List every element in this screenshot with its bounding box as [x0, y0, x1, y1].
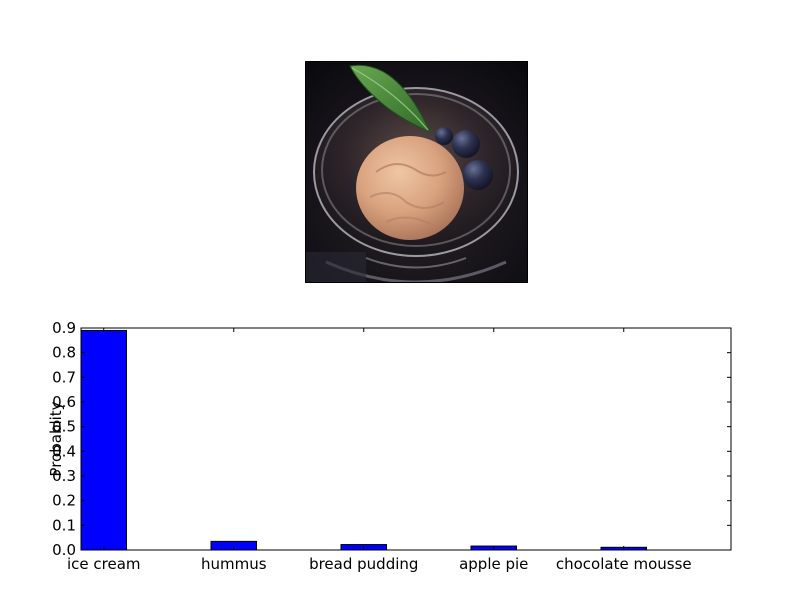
- x-tick-label: hummus: [201, 555, 267, 573]
- y-tick-label: 0.0: [52, 541, 76, 559]
- plot-area: [80, 327, 732, 551]
- bar-series: [80, 329, 647, 551]
- x-tick-label: apple pie: [459, 555, 528, 573]
- y-tick-label: 0.5: [52, 418, 76, 436]
- x-tick-label: bread pudding: [309, 555, 418, 573]
- y-tick-label: 0.9: [52, 319, 76, 337]
- x-tick-label: chocolate mousse: [556, 555, 692, 573]
- y-tick-label: 0.1: [52, 516, 76, 534]
- y-tick-label: 0.2: [52, 492, 76, 510]
- bar-ice-cream: [80, 329, 127, 551]
- ice-cream-photo-icon: [306, 62, 527, 282]
- y-tick-label: 0.6: [52, 393, 76, 411]
- food-photo: [305, 61, 528, 283]
- y-axis-title: Probablity: [47, 401, 65, 476]
- y-tick-label: 0.4: [52, 442, 76, 460]
- y-tick-label: 0.7: [52, 368, 76, 386]
- y-tick-label: 0.3: [52, 467, 76, 485]
- x-axis: ice cream hummus bread pudding apple pie cho…: [67, 328, 692, 573]
- y-tick-label: 0.8: [52, 344, 76, 362]
- x-tick-label: ice cream: [67, 555, 141, 573]
- y-axis: 0.0 0.1 0.2 0.3 0.4 0.5 0.6 0.7 0.8 0.9: [52, 319, 731, 559]
